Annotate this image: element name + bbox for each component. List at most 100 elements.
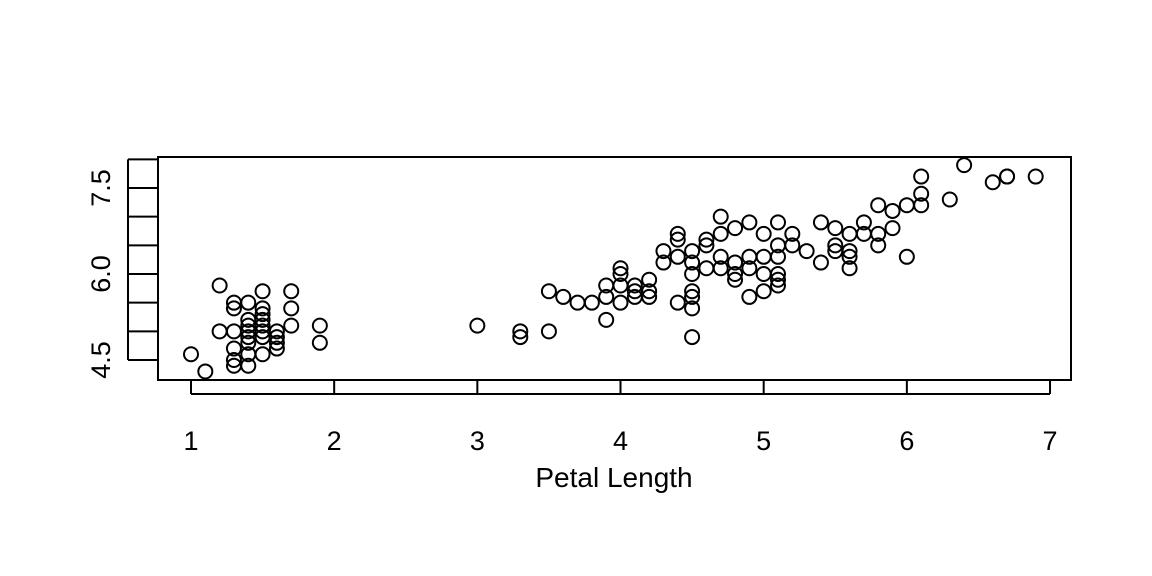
data-point [884, 220, 901, 237]
x-tick-label: 5 [756, 426, 771, 456]
data-point [684, 254, 701, 271]
data-point [769, 271, 786, 288]
data-point [268, 329, 285, 346]
data-point [913, 185, 930, 202]
data-point [698, 231, 715, 248]
data-point [254, 317, 271, 334]
data-point [254, 306, 271, 323]
data-point [984, 174, 1001, 191]
data-point [769, 277, 786, 294]
data-point [540, 283, 557, 300]
data-point [240, 357, 257, 374]
data-point [1027, 168, 1044, 185]
data-point [225, 323, 242, 340]
y-tick-label: 6.0 [86, 255, 116, 293]
data-point [283, 317, 300, 334]
data-point [812, 254, 829, 271]
data-point [254, 346, 271, 363]
x-axis: 1 2 3 4 5 6 7 [183, 380, 1058, 456]
data-point [254, 300, 271, 317]
data-point [898, 248, 915, 265]
data-point [655, 254, 672, 271]
data-point [684, 329, 701, 346]
data-point [684, 283, 701, 300]
data-point [755, 248, 772, 265]
data-point [669, 231, 686, 248]
data-point [583, 294, 600, 311]
data-point [197, 363, 214, 380]
data-point [841, 243, 858, 260]
data-point [784, 225, 801, 242]
data-point [555, 288, 572, 305]
data-point [941, 191, 958, 208]
data-point [268, 334, 285, 351]
data-point [769, 248, 786, 265]
data-point [741, 288, 758, 305]
data-point [641, 283, 658, 300]
data-point [698, 237, 715, 254]
data-point [283, 283, 300, 300]
data-point [727, 266, 744, 283]
data-point [254, 283, 271, 300]
data-point [225, 300, 242, 317]
data-point [755, 225, 772, 242]
data-point [225, 340, 242, 357]
x-tick-label: 3 [470, 426, 485, 456]
y-tick-label: 7.5 [86, 169, 116, 207]
data-point [569, 294, 586, 311]
y-tick-label: 4.5 [86, 341, 116, 379]
data-point [612, 260, 629, 277]
data-point [884, 202, 901, 219]
data-point [311, 317, 328, 334]
data-point [827, 220, 844, 237]
data-point [870, 237, 887, 254]
data-point [283, 300, 300, 317]
data-point [626, 277, 643, 294]
data-point [641, 271, 658, 288]
data-point [183, 346, 199, 363]
data-point [211, 277, 228, 294]
data-point [712, 225, 729, 242]
data-point [784, 237, 801, 254]
data-point [641, 288, 658, 305]
data-point [727, 271, 744, 288]
data-point [798, 243, 815, 260]
data-point [727, 254, 744, 271]
data-point [240, 334, 257, 351]
plot-frame [157, 156, 1072, 381]
x-tick-label: 4 [613, 426, 628, 456]
data-point [855, 214, 872, 231]
data-point [741, 260, 758, 277]
data-point [841, 260, 858, 277]
data-point [240, 294, 257, 311]
data-point [913, 197, 930, 214]
data-point [469, 317, 486, 334]
data-point [870, 225, 887, 242]
data-point [841, 248, 858, 265]
data-point [712, 248, 729, 265]
data-point [999, 168, 1016, 185]
data-point [598, 288, 615, 305]
data-point [755, 266, 772, 283]
data-point [827, 237, 844, 254]
data-point [741, 214, 758, 231]
data-point [684, 243, 701, 260]
data-point [211, 323, 228, 340]
data-point [755, 283, 772, 300]
x-tick-label: 2 [327, 426, 342, 456]
data-point [612, 266, 629, 283]
data-point [540, 323, 557, 340]
data-point [512, 323, 529, 340]
data-point [870, 197, 887, 214]
x-tick-label: 6 [899, 426, 914, 456]
x-axis-title: Petal Length [535, 462, 692, 493]
data-point [712, 208, 729, 225]
data-point [769, 214, 786, 231]
data-point [698, 260, 715, 277]
data-point [684, 266, 701, 283]
x-tick-label: 1 [183, 426, 198, 456]
data-point [727, 220, 744, 237]
data-point [598, 311, 615, 328]
data-point [311, 334, 328, 351]
data-point [512, 329, 529, 346]
